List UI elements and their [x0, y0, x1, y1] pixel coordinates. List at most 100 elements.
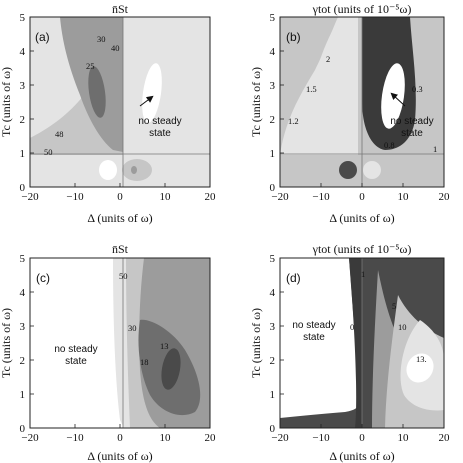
region-a-nss [142, 63, 162, 123]
x-tick-label: 0 [117, 432, 123, 444]
x-tick-label: −20 [21, 191, 39, 203]
panel-d-ylabel: Tc (units of ω) [249, 308, 263, 378]
panel-a-annotation-line2: state [149, 128, 171, 139]
panel-c-label: (c) [36, 271, 50, 285]
x-tick-label: −20 [21, 432, 39, 444]
x-tick-label: 20 [205, 191, 217, 203]
panel-a-annotation-arrow [139, 95, 154, 107]
panel-d: γtot (units of 10⁻⁵ω) (d) no steady stat… [270, 242, 451, 444]
panel-c-clabels: 50 30 13 18 [119, 271, 169, 367]
x-tick-label: 0 [359, 432, 365, 444]
region-a-c4 [88, 66, 106, 118]
panel-c-clabel: 50 [119, 271, 128, 281]
panel-c-annotation-line1: no steady [54, 344, 97, 355]
region-a-bottom-left-blob [99, 160, 117, 180]
x-tick-label: −10 [312, 191, 330, 203]
panel-a-ylabel: Tc (units of ω) [0, 67, 13, 137]
panel-b-clabel: 0.8 [384, 140, 395, 150]
y-tick-label: 3 [270, 80, 276, 92]
x-tick-label: −10 [312, 432, 330, 444]
panel-a-label: (a) [35, 30, 50, 44]
panel-b-title: γtot (units of 10⁻⁵ω) [312, 2, 412, 16]
panel-b-annotation-line2: state [401, 128, 423, 139]
region-a-bottom-dot [131, 166, 137, 174]
panel-d-contours [280, 258, 444, 428]
x-tick-label: −20 [271, 432, 289, 444]
panel-c-clabel: 30 [128, 323, 137, 333]
panel-a-xlabel: Δ (units of ω) [87, 211, 152, 225]
y-tick-label: 1 [270, 389, 276, 401]
region-d-c0 [406, 353, 434, 383]
y-tick-label: 2 [20, 114, 26, 126]
panel-d-title: γtot (units of 10⁻⁵ω) [312, 242, 412, 256]
region-c-c5 [161, 348, 181, 390]
y-tick-label: 0 [270, 423, 276, 435]
region-d-nss [280, 258, 361, 418]
y-tick-label: 1 [20, 148, 26, 160]
y-tick-label: 0 [20, 423, 26, 435]
y-tick-label: 1 [20, 389, 26, 401]
panel-a-clabel: 25 [86, 61, 95, 71]
y-tick-label: 4 [270, 287, 276, 299]
x-tick-label: 20 [205, 432, 217, 444]
x-tick-label: 10 [160, 191, 172, 203]
panel-c-clabel: 18 [140, 357, 149, 367]
x-tick-label: 0 [117, 191, 123, 203]
x-tick-label: −10 [66, 432, 84, 444]
panel-b-clabel: 1.5 [306, 84, 317, 94]
panel-b-label: (b) [286, 30, 301, 44]
y-tick-label: 1 [270, 148, 276, 160]
y-tick-label: 4 [20, 287, 26, 299]
region-a-right [123, 17, 210, 155]
panel-a-contours [30, 17, 210, 187]
panel-a-clabel: 40 [111, 43, 120, 53]
panel-d-clabels: 1 0 5 10 13. [350, 269, 427, 364]
panel-a-clabels: 30 40 25 48 50 [44, 34, 120, 157]
panel-a: n̄St (a) no steady state 30 40 25 48 50 [20, 2, 217, 203]
panel-b-clabel: 0.3 [412, 84, 423, 94]
panel-a-clabel: 30 [97, 34, 106, 44]
region-a-bottom [30, 155, 210, 187]
x-tick-label: 10 [398, 432, 410, 444]
panel-d-label: (d) [286, 271, 301, 285]
x-tick-label: 20 [439, 191, 451, 203]
y-tick-label: 2 [270, 355, 276, 367]
panel-c-clabel: 13 [160, 341, 169, 351]
x-tick-label: 10 [398, 191, 410, 203]
panel-c-xlabel: Δ (units of ω) [87, 449, 152, 463]
panel-d-clabel: 13. [416, 354, 427, 364]
panel-b-clabel: 1.2 [288, 116, 299, 126]
x-tick-label: 10 [160, 432, 172, 444]
panel-c: n̄St (c) no steady state 50 30 13 18 −20… [20, 242, 217, 444]
x-tick-label: −20 [271, 191, 289, 203]
y-tick-label: 3 [20, 321, 26, 333]
panel-a-title: n̄St [112, 2, 129, 16]
panel-d-clabel: 10 [398, 322, 407, 332]
panel-a-annotation-line1: no steady [138, 116, 181, 127]
panel-b-contours [280, 17, 444, 187]
panel-b-xlabel: Δ (units of ω) [329, 211, 394, 225]
panel-d-clabel: 1 [361, 269, 365, 279]
y-tick-label: 5 [20, 253, 26, 265]
x-tick-label: 0 [359, 191, 365, 203]
panel-c-contours [30, 258, 210, 428]
y-tick-label: 3 [20, 80, 26, 92]
region-b-c0 [325, 47, 349, 123]
panel-b-clabel: 2 [326, 54, 330, 64]
panel-d-clabel: 5 [392, 301, 396, 311]
axis-labels: Δ (units of ω) Δ (units of ω) Δ (units o… [0, 67, 395, 463]
panel-c-ylabel: Tc (units of ω) [0, 308, 13, 378]
panel-c-annotation-line2: state [65, 356, 87, 367]
panel-a-clabel: 48 [55, 129, 64, 139]
panel-b: γtot (units of 10⁻⁵ω) (b) no steady stat… [270, 2, 451, 203]
y-tick-label: 5 [20, 12, 26, 24]
region-d-c6 [349, 258, 362, 428]
y-tick-label: 5 [270, 12, 276, 24]
panel-a-clabel: 50 [44, 147, 53, 157]
panel-b-clabel: 1 [433, 144, 437, 154]
y-tick-label: 4 [270, 46, 276, 58]
y-tick-label: 0 [270, 182, 276, 194]
panel-b-clabels: 2 1.5 1.2 0.3 0.8 1 [288, 54, 437, 154]
y-tick-label: 0 [20, 182, 26, 194]
y-tick-label: 2 [270, 114, 276, 126]
